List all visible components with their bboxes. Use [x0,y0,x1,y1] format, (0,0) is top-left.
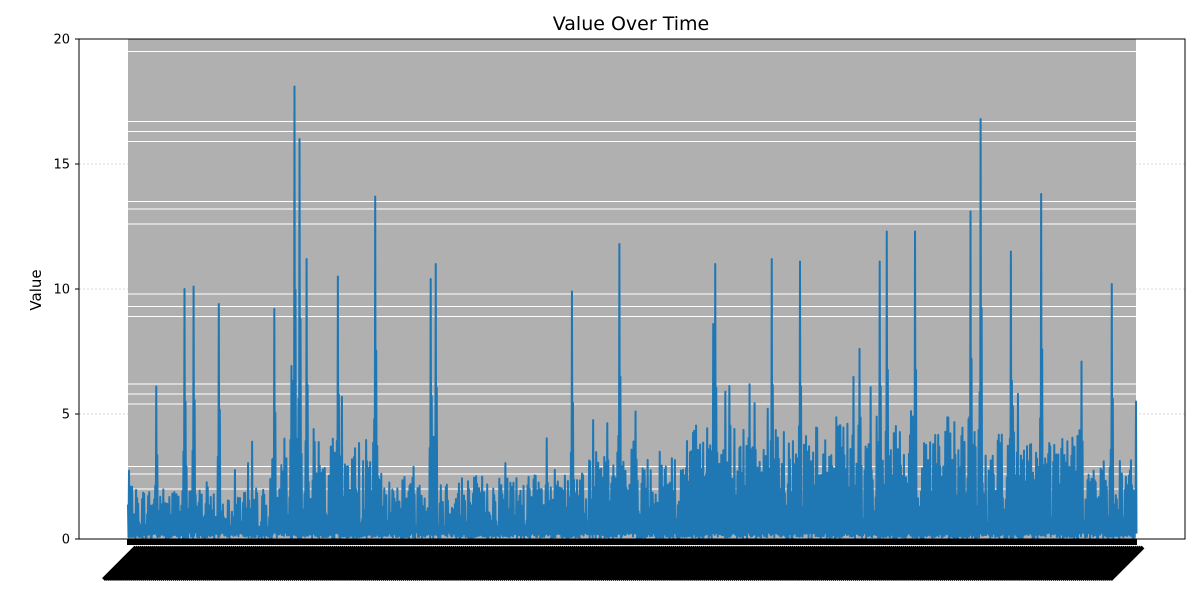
chart-title: Value Over Time [553,13,709,35]
axes-frame [78,38,1186,540]
series-line [127,85,1138,540]
y-tick-label: 5 [62,408,70,423]
y-tick-label: 15 [53,158,70,173]
y-axis-label: Value [27,269,45,310]
y-tick-label: 10 [53,283,70,298]
y-tick-label: 20 [53,33,70,48]
x-tick-marks [127,539,1137,545]
y-tick-label: 0 [62,533,70,548]
y-axis-ticks: 0 5 10 15 20 [53,33,79,548]
x-tick-label [1109,545,1145,581]
series-value [127,85,1138,540]
x-axis-ticks [102,539,1145,581]
